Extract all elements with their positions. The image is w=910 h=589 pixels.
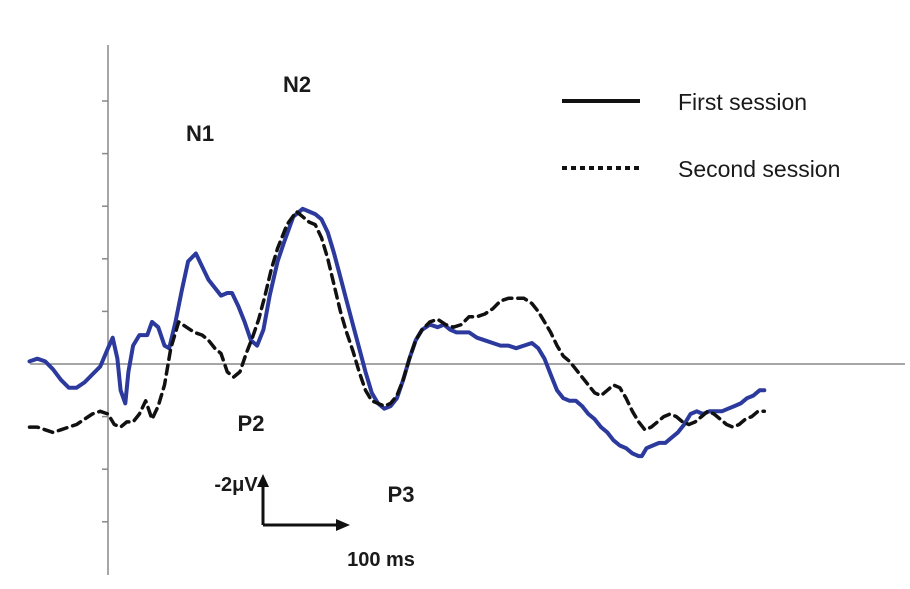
- scale-time-label: 100 ms: [347, 549, 415, 571]
- series-line-first-session: [27, 206, 767, 459]
- peak-labels: N1 N2 P2 P3: [186, 72, 415, 507]
- peak-label-n1: N1: [186, 121, 214, 146]
- legend-second-session-label: Second session: [678, 156, 840, 182]
- scale-bar: -2μV 100 ms: [214, 474, 415, 571]
- series-line-second-session: [27, 209, 767, 435]
- scale-bar-right-arrowhead: [336, 519, 350, 531]
- peak-label-n2: N2: [283, 72, 311, 97]
- peak-label-p3: P3: [388, 482, 415, 507]
- axes: [30, 45, 905, 575]
- legend: First session Second session: [562, 89, 840, 182]
- scale-bar-up-arrowhead: [257, 474, 269, 487]
- y-axis-ticks: [102, 100, 108, 523]
- legend-first-session-label: First session: [678, 89, 807, 115]
- series-layer: [27, 206, 767, 459]
- scale-amplitude-label: -2μV: [214, 474, 258, 496]
- peak-label-p2: P2: [238, 411, 265, 436]
